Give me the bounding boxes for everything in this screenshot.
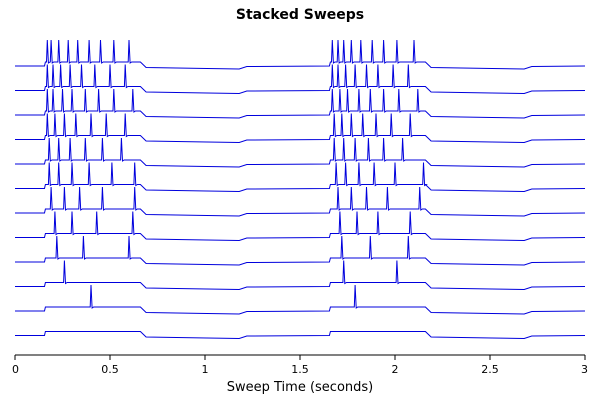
x-tick-label: 1.5	[291, 363, 309, 376]
sweep-trace-4	[15, 235, 586, 266]
sweep-trace-5	[15, 211, 586, 242]
x-axis-label: Sweep Time (seconds)	[227, 380, 374, 395]
sweep-trace-11	[15, 64, 586, 95]
x-tick-label: 3	[581, 363, 588, 376]
x-tick-label: 0.5	[101, 363, 119, 376]
sweep-trace-9	[15, 113, 586, 144]
sweep-trace-2	[15, 284, 586, 315]
sweep-trace-6	[15, 186, 586, 217]
sweep-trace-1	[15, 331, 586, 340]
sweep-trace-7	[15, 162, 586, 193]
x-tick-label: 2	[392, 363, 399, 376]
x-tick-label: 1	[202, 363, 209, 376]
x-tick-label: 2.5	[481, 363, 499, 376]
sweep-trace-10	[15, 88, 586, 119]
sweep-trace-3	[15, 260, 586, 291]
sweep-trace-8	[15, 137, 586, 168]
x-axis: 0 0.5 1 1.5 2 2.5 3	[12, 354, 588, 376]
chart-title: Stacked Sweeps	[236, 7, 364, 23]
traces-group	[15, 39, 586, 340]
sweep-trace-12	[15, 39, 586, 70]
x-tick-label: 0	[12, 363, 19, 376]
